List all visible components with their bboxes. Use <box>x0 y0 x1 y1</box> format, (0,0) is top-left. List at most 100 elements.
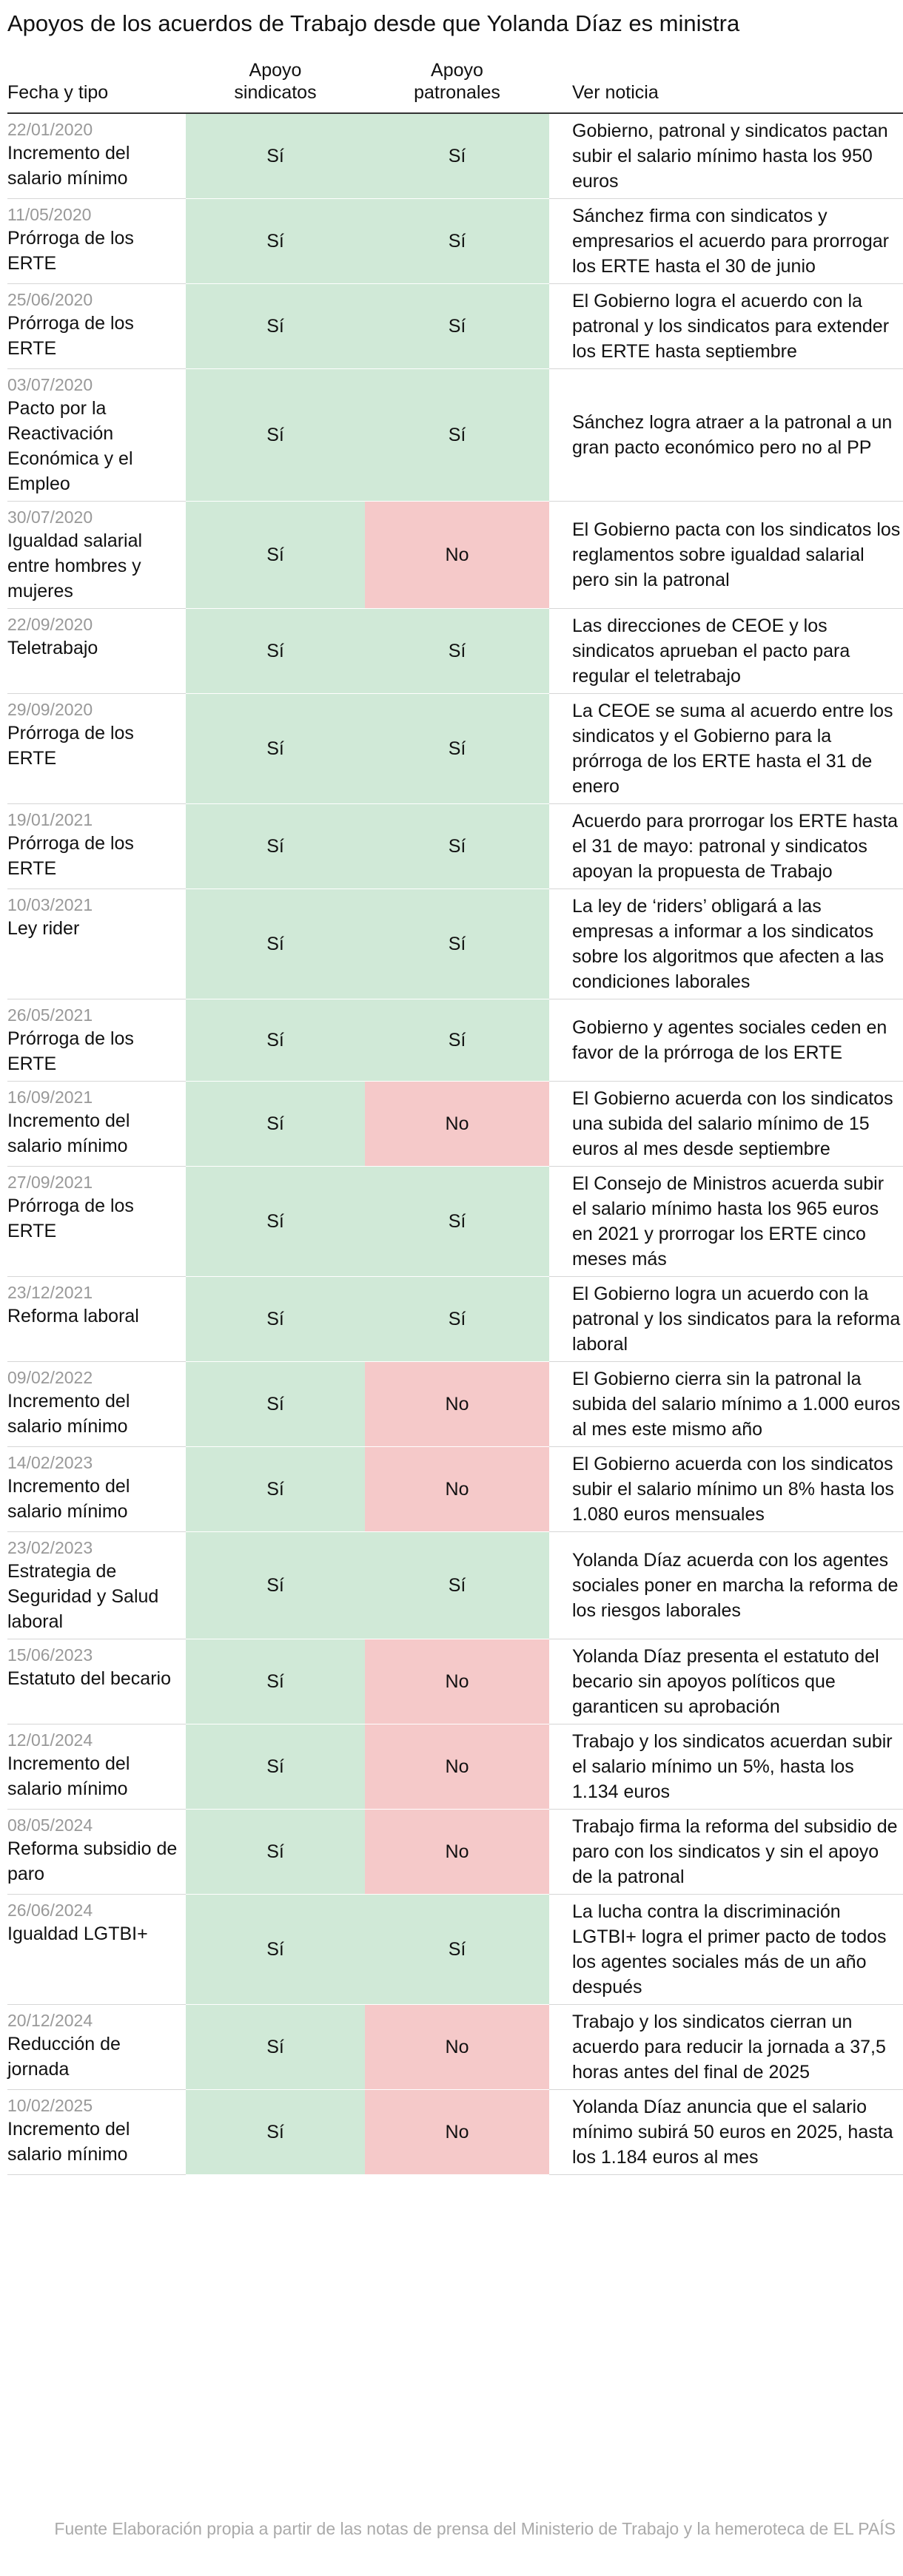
support-cell: Sí <box>186 889 365 999</box>
news-link: Las direcciones de CEOE y los sindicatos… <box>549 608 903 694</box>
support-cell: Sí <box>186 2004 365 2090</box>
table-row: 27/09/2021 Prórroga de los ERTE Sí Sí El Con… <box>7 1166 903 1277</box>
support-cell: Sí <box>365 889 549 999</box>
agreement-type: Prórroga de los ERTE <box>7 1028 134 1074</box>
date: 09/02/2022 <box>7 1368 93 1387</box>
date-type-cell: 11/05/2020 Prórroga de los ERTE <box>7 198 186 284</box>
news-link: La lucha contra la discriminación LGTBI+… <box>549 1894 903 2005</box>
support-cell: No <box>365 501 549 609</box>
date: 10/03/2021 <box>7 895 93 914</box>
support-cell: Sí <box>186 1531 365 1639</box>
date-type-cell: 23/02/2023 Estrategia de Seguridad y Salu… <box>7 1531 186 1639</box>
agreement-type: Prórroga de los ERTE <box>7 228 134 274</box>
news-link: Gobierno, patronal y sindicatos pactan s… <box>549 113 903 199</box>
column-header: Apoyo patronales <box>365 59 549 114</box>
agreement-type: Incremento del salario mínimo <box>7 1110 130 1156</box>
support-cell: No <box>365 1809 549 1895</box>
title: Apoyos de los acuerdos de Trabajo desde … <box>7 10 740 36</box>
news-link: Trabajo y los sindicatos cierran un acue… <box>549 2004 903 2090</box>
table-row: 10/02/2025 Incremento del salario mínimo S… <box>7 2089 903 2175</box>
date: 19/01/2021 <box>7 810 93 829</box>
support-cell: Sí <box>365 1531 549 1639</box>
source-note: Fuente Elaboración propia a partir de la… <box>54 2519 896 2538</box>
support-cell: Sí <box>186 693 365 804</box>
date-type-cell: 29/09/2020 Prórroga de los ERTE <box>7 693 186 804</box>
agreement-type: Estatuto del becario <box>7 1668 171 1689</box>
news-link: El Consejo de Ministros acuerda subir el… <box>549 1166 903 1277</box>
support-cell: Sí <box>186 2089 365 2175</box>
date: 11/05/2020 <box>7 205 92 224</box>
support-cell: Sí <box>365 608 549 694</box>
date: 22/09/2020 <box>7 615 93 634</box>
table-row: 23/12/2021 Reforma laboral Sí Sí El Gobierno… <box>7 1276 903 1362</box>
agreement-type: Incremento del salario mínimo <box>7 1391 130 1437</box>
support-cell: Sí <box>186 113 365 199</box>
support-cell: Sí <box>365 198 549 284</box>
support-cell: Sí <box>186 198 365 284</box>
date-type-cell: 08/05/2024 Reforma subsidio de paro <box>7 1809 186 1895</box>
date-type-cell: 27/09/2021 Prórroga de los ERTE <box>7 1166 186 1277</box>
table-row: 09/02/2022 Incremento del salario mínimo S… <box>7 1361 903 1447</box>
agreement-type: Prórroga de los ERTE <box>7 313 134 359</box>
news-link: El Gobierno acuerda con los sindicatos s… <box>549 1446 903 1532</box>
support-cell: Sí <box>186 501 365 609</box>
date: 27/09/2021 <box>7 1173 93 1192</box>
news-link: Yolanda Díaz anuncia que el salario míni… <box>549 2089 903 2175</box>
table-row: 19/01/2021 Prórroga de los ERTE Sí Sí Acuerd… <box>7 803 903 889</box>
table-row: 23/02/2023 Estrategia de Seguridad y Salu… <box>7 1531 903 1639</box>
table-row: 08/05/2024 Reforma subsidio de paro Sí No Tr… <box>7 1809 903 1895</box>
support-cell: Sí <box>186 1809 365 1895</box>
support-cell: Sí <box>365 113 549 199</box>
support-cell: Sí <box>186 1166 365 1277</box>
agreement-type: Reforma laboral <box>7 1306 139 1326</box>
column-header-text: Apoyo patronales <box>414 60 500 103</box>
agreement-type: Incremento del salario mínimo <box>7 2119 130 2165</box>
table-row: 22/09/2020 Teletrabajo Sí Sí Las direcciones… <box>7 608 903 694</box>
date-type-cell: 12/01/2024 Incremento del salario mínimo <box>7 1724 186 1810</box>
date-type-cell: 30/07/2020 Igualdad salarial entre hombre… <box>7 501 186 609</box>
date-type-cell: 22/09/2020 Teletrabajo <box>7 608 186 694</box>
support-cell: Sí <box>365 368 549 502</box>
date-type-cell: 09/02/2022 Incremento del salario mínimo <box>7 1361 186 1447</box>
support-cell: Sí <box>186 1446 365 1532</box>
date: 15/06/2023 <box>7 1645 93 1665</box>
date-type-cell: 22/01/2020 Incremento del salario mínimo <box>7 113 186 199</box>
table-row: 03/07/2020 Pacto por la Reactivación Econ… <box>7 368 903 502</box>
date-type-cell: 15/06/2023 Estatuto del becario <box>7 1639 186 1724</box>
agreement-type: Incremento del salario mínimo <box>7 143 130 189</box>
support-cell: Sí <box>365 1276 549 1362</box>
support-cell: Sí <box>365 1166 549 1277</box>
support-cell: Sí <box>186 1081 365 1167</box>
agreement-type: Prórroga de los ERTE <box>7 723 134 769</box>
support-cell: Sí <box>186 999 365 1082</box>
column-header: Ver noticia <box>549 59 903 114</box>
support-cell: Sí <box>186 368 365 502</box>
support-cell: Sí <box>365 283 549 369</box>
table-row: 25/06/2020 Prórroga de los ERTE Sí Sí El Gob… <box>7 283 903 369</box>
date: 08/05/2024 <box>7 1815 93 1835</box>
table-body: 22/01/2020 Incremento del salario mínimo S… <box>7 113 903 2175</box>
date-type-cell: 20/12/2024 Reducción de jornada <box>7 2004 186 2090</box>
table-row: 29/09/2020 Prórroga de los ERTE Sí Sí La CEO… <box>7 693 903 804</box>
agreement-type: Incremento del salario mínimo <box>7 1753 130 1799</box>
support-cell: No <box>365 2004 549 2090</box>
news-link: Acuerdo para prorrogar los ERTE hasta el… <box>549 803 903 889</box>
agreement-type: Reducción de jornada <box>7 2034 121 2080</box>
support-cell: No <box>365 1639 549 1724</box>
news-link: Sánchez logra atraer a la patronal a un … <box>549 368 903 502</box>
date-type-cell: 14/02/2023 Incremento del salario mínimo <box>7 1446 186 1532</box>
agreement-type: Igualdad LGTBI+ <box>7 1923 148 1944</box>
support-cell: Sí <box>186 1639 365 1724</box>
date: 23/02/2023 <box>7 1538 93 1557</box>
table-row: 30/07/2020 Igualdad salarial entre hombre… <box>7 501 903 609</box>
agreement-type: Reforma subsidio de paro <box>7 1838 178 1884</box>
news-link: La ley de ‘riders’ obligará a las empres… <box>549 889 903 999</box>
support-cell: Sí <box>186 1724 365 1810</box>
date: 10/02/2025 <box>7 2096 93 2115</box>
news-link: Gobierno y agentes sociales ceden en fav… <box>549 999 903 1082</box>
date-type-cell: 19/01/2021 Prórroga de los ERTE <box>7 803 186 889</box>
header-row: Fecha y tipo Apoyo sindicatos Apoyo patr… <box>7 59 903 114</box>
table-row: 20/12/2024 Reducción de jornada Sí No Trabaj… <box>7 2004 903 2090</box>
date: 16/09/2021 <box>7 1088 93 1107</box>
date: 30/07/2020 <box>7 508 93 527</box>
